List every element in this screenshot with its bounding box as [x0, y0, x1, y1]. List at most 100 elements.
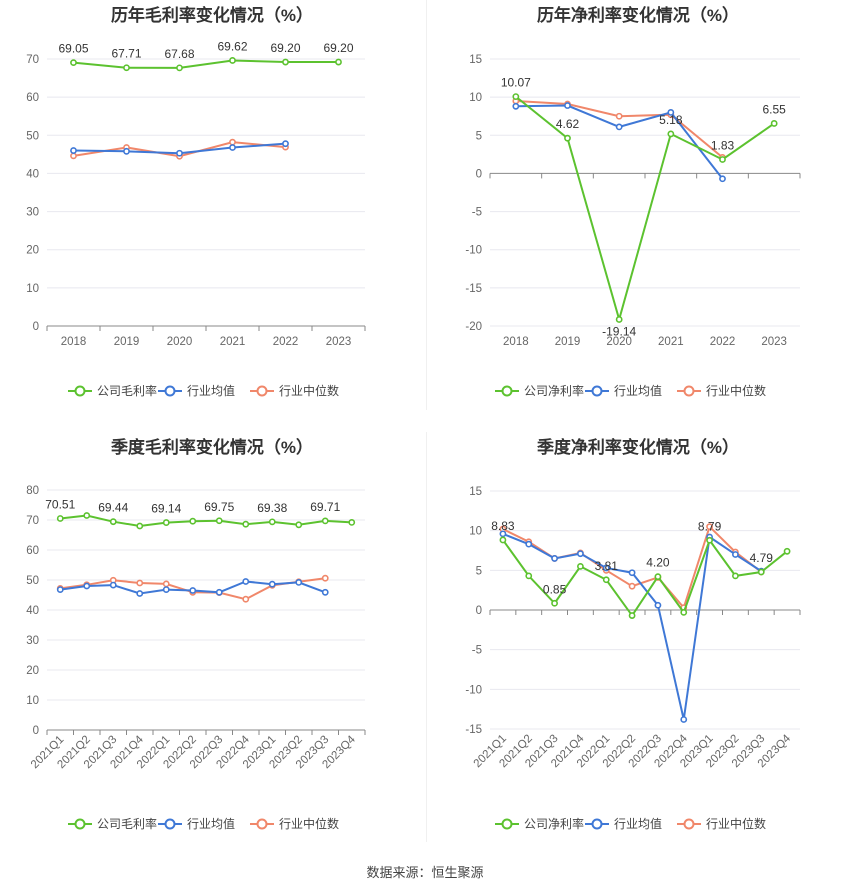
data-point	[282, 140, 289, 148]
data-point	[189, 587, 197, 594]
legend-item-label: 公司净利率	[524, 383, 584, 398]
y-tick-label: 15	[469, 486, 482, 498]
data-label: 67.68	[164, 47, 194, 61]
data-point	[654, 573, 662, 581]
legend-swatch-marker	[164, 818, 176, 830]
x-tick-label: 2023	[326, 336, 352, 348]
data-label: 8.83	[491, 519, 515, 533]
data-point	[719, 175, 726, 183]
y-tick-label: 40	[26, 605, 39, 617]
data-point	[628, 612, 636, 619]
y-tick-label: 0	[476, 605, 482, 617]
legend-item-label: 行业均值	[187, 383, 235, 398]
data-point	[70, 152, 77, 160]
data-label: 69.71	[310, 500, 340, 514]
data-point	[242, 595, 250, 603]
data-point	[602, 576, 610, 584]
data-point	[654, 601, 662, 609]
data-point	[136, 579, 144, 587]
data-point	[335, 58, 342, 66]
data-point	[321, 574, 329, 582]
panel-divider-bottom	[426, 432, 427, 842]
legend-swatch-marker	[591, 385, 603, 397]
y-tick-label: 0	[476, 168, 482, 180]
data-point	[783, 547, 791, 555]
data-point	[706, 536, 713, 544]
data-point	[667, 130, 675, 138]
chart-title: 季度毛利率变化情况（%）	[111, 437, 313, 457]
data-label: -19.14	[602, 324, 636, 338]
chart-title: 历年毛利率变化情况（%）	[111, 5, 313, 25]
data-label: 3.81	[595, 559, 619, 573]
chart-title: 历年净利率变化情况（%）	[537, 5, 739, 25]
y-tick-label: 40	[26, 168, 39, 180]
data-point	[70, 147, 77, 154]
data-point	[136, 590, 144, 597]
y-tick-label: 20	[26, 245, 39, 257]
data-label: 1.83	[711, 138, 735, 152]
data-point	[525, 572, 533, 580]
quarterly-net-margin-chart: 季度净利率变化情况（%）-15-10-50510152021Q12021Q220…	[465, 437, 801, 831]
chart-title: 季度净利率变化情况（%）	[537, 437, 739, 457]
data-point	[680, 716, 688, 723]
quarterly-gross-margin-chart: 季度毛利率变化情况（%）010203040506070802021Q12021Q…	[26, 437, 366, 831]
data-point	[229, 144, 236, 151]
data-label: 69.62	[217, 39, 247, 53]
y-tick-label: -10	[465, 684, 482, 696]
data-point	[123, 64, 130, 72]
data-label: 69.44	[98, 501, 128, 515]
data-point	[162, 586, 170, 593]
data-point	[757, 568, 765, 576]
data-point	[512, 102, 520, 110]
x-tick-label: 2019	[555, 336, 581, 348]
data-label: 4.79	[750, 551, 774, 565]
data-label: 69.14	[151, 502, 181, 516]
data-point	[229, 57, 236, 64]
data-point	[123, 147, 130, 155]
legend-item-label: 行业中位数	[706, 383, 766, 398]
data-label: 6.55	[762, 102, 786, 116]
y-tick-label: 70	[26, 515, 39, 527]
y-tick-label: -10	[465, 245, 482, 257]
series-line	[502, 524, 762, 610]
data-point	[83, 582, 91, 590]
data-point	[242, 520, 250, 528]
x-tick-label: 2023	[761, 336, 787, 348]
legend-swatch-marker	[501, 818, 513, 830]
data-point	[215, 588, 223, 596]
legend-swatch-marker	[501, 385, 513, 397]
legend-swatch-marker	[683, 385, 695, 397]
y-tick-label: 60	[26, 92, 39, 104]
data-point	[162, 580, 170, 588]
y-tick-label: 30	[26, 207, 39, 219]
legend-swatch-marker	[256, 385, 268, 397]
annual-gross-margin-chart: 历年毛利率变化情况（%） 0 10 20 30 40 50 60 70 2018 2019 2020 2…	[26, 5, 366, 398]
data-point	[70, 59, 77, 67]
series-line	[515, 95, 775, 324]
data-point	[321, 517, 329, 525]
legend-swatch-marker	[74, 385, 86, 397]
y-tick-label: 60	[26, 545, 39, 557]
data-point	[628, 582, 636, 590]
data-point	[109, 581, 117, 589]
data-point	[109, 518, 117, 526]
data-point	[551, 599, 558, 607]
legend-swatch-marker	[591, 818, 603, 830]
data-point	[512, 93, 520, 101]
legend-item-label: 公司毛利率	[97, 383, 157, 398]
legend-item-label: 行业均值	[614, 383, 662, 398]
data-point	[680, 608, 688, 616]
x-tick-label: 2019	[114, 336, 140, 348]
data-point	[770, 120, 778, 127]
data-point	[162, 519, 170, 526]
series-line	[502, 532, 762, 720]
data-point	[602, 564, 610, 572]
x-tick-label: 2018	[503, 336, 529, 348]
data-label: 5.18	[659, 113, 683, 127]
y-tick-label: 5	[476, 130, 482, 142]
y-tick-label: -15	[465, 283, 482, 295]
y-tick-label: 50	[26, 130, 39, 142]
y-tick-label: 15	[469, 54, 482, 66]
x-tick-label: 2020	[167, 336, 193, 348]
data-point	[136, 522, 144, 530]
